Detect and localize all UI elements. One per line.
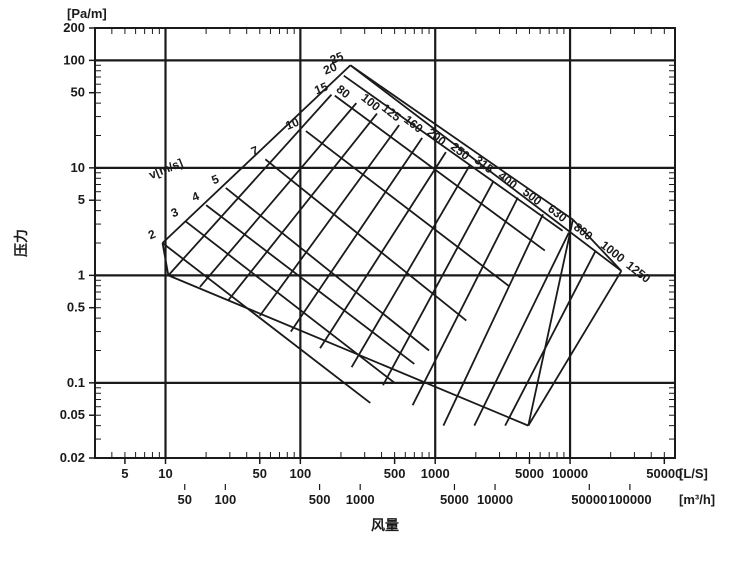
- x-tick-label: 500: [384, 466, 406, 481]
- y-tick-label: 200: [63, 20, 85, 35]
- x-secondary-unit-label: [m³/h]: [679, 492, 715, 507]
- y-tick-label: 0.1: [67, 375, 85, 390]
- x-tick-label: 50000: [646, 466, 682, 481]
- velocity-label: 2: [146, 227, 158, 243]
- y-tick-label: 0.05: [60, 407, 85, 422]
- y-tick-label: 50: [71, 85, 85, 100]
- x2-tick-label: 100: [214, 492, 236, 507]
- diameter-label: 1250: [623, 258, 653, 286]
- x2-tick-label: 500: [309, 492, 331, 507]
- chart-svg: 0.020.050.10.515105010020051050100500100…: [0, 0, 747, 567]
- x-tick-label: 100: [290, 466, 312, 481]
- y-unit-label: [Pa/m]: [67, 6, 107, 21]
- velocity-label: 5: [209, 172, 221, 188]
- x2-tick-label: 50: [178, 492, 192, 507]
- velocity-label: 15: [312, 79, 330, 97]
- x2-tick-label: 5000: [440, 492, 469, 507]
- x2-tick-label: 50000: [571, 492, 607, 507]
- x-primary-unit-label: [L/S]: [679, 466, 708, 481]
- y-tick-label: 0.02: [60, 450, 85, 465]
- y-tick-label: 10: [71, 160, 85, 175]
- y-tick-label: 0.5: [67, 300, 85, 315]
- x-tick-label: 10000: [552, 466, 588, 481]
- x-tick-label: 5: [121, 466, 128, 481]
- y-tick-label: 100: [63, 52, 85, 67]
- x2-tick-label: 10000: [477, 492, 513, 507]
- diameter-label: 400: [496, 169, 521, 193]
- x-tick-label: 1000: [421, 466, 450, 481]
- x-axis-title: 风量: [371, 517, 399, 533]
- y-tick-label: 5: [78, 192, 85, 207]
- friction-chart: 0.020.050.10.515105010020051050100500100…: [0, 0, 747, 567]
- velocity-label: 3: [169, 205, 181, 221]
- y-tick-label: 1: [78, 267, 85, 282]
- x2-tick-label: 1000: [346, 492, 375, 507]
- x-tick-label: 5000: [515, 466, 544, 481]
- diameter-label: 80: [334, 82, 353, 101]
- y-axis-title: 压力: [13, 229, 29, 257]
- x-tick-label: 50: [253, 466, 267, 481]
- x2-tick-label: 100000: [608, 492, 651, 507]
- velocity-label: 4: [190, 189, 202, 205]
- x-tick-label: 10: [158, 466, 172, 481]
